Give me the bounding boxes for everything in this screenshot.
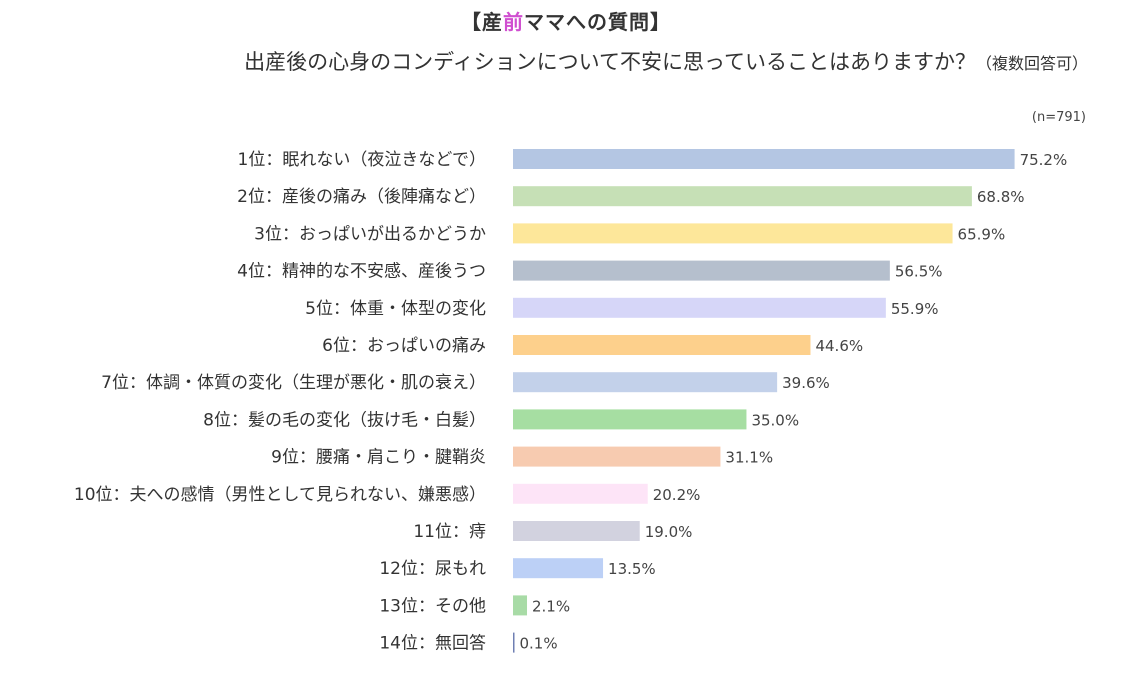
value-label: 0.1% [520, 635, 558, 653]
category-label: 8位：髪の毛の変化（抜け毛・白髪） [203, 410, 486, 430]
chart-question-note: （複数回答可） [975, 54, 1088, 73]
value-label: 44.6% [815, 337, 863, 355]
category-label: 3位：おっぱいが出るかどうか [254, 224, 486, 244]
chart-title-accent: 前 [503, 10, 524, 34]
bar [513, 335, 811, 355]
category-label: 12位：尿もれ [379, 559, 486, 579]
category-label: 9位：腰痛・肩こり・腱鞘炎 [271, 448, 486, 468]
chart-subtitle: 出産後の心身のコンディションについて不安に思っていることはありますか？（複数回答… [244, 46, 1088, 76]
bar [513, 372, 778, 393]
category-label: 6位：おっぱいの痛み [322, 336, 486, 356]
bar [513, 558, 604, 579]
value-label: 65.9% [958, 225, 1006, 243]
category-label: 4位：精神的な不安感、産後うつ [237, 262, 486, 282]
bar [513, 521, 640, 541]
bar [513, 595, 528, 616]
value-label: 39.6% [782, 374, 830, 392]
chart-title: 【産前ママへの質問】 [0, 6, 1132, 35]
category-label: 13位：その他 [379, 596, 486, 616]
chart-title-close: ママへの質問】 [524, 10, 671, 34]
category-label: 14位：無回答 [379, 634, 486, 654]
value-label: 20.2% [653, 486, 701, 504]
value-label: 2.1% [532, 597, 570, 615]
bar [513, 186, 972, 207]
value-label: 56.5% [895, 263, 943, 281]
category-label: 11位：痔 [413, 522, 486, 542]
bar [513, 260, 890, 281]
value-label: 75.2% [1020, 151, 1068, 169]
category-label: 1位：眠れない（夜泣きなどで） [238, 150, 486, 170]
chart-title-open: 【産 [461, 10, 503, 34]
category-label: 5位：体重・体型の変化 [305, 299, 486, 319]
value-label: 55.9% [891, 300, 939, 318]
value-label: 35.0% [751, 411, 799, 429]
value-label: 31.1% [725, 449, 773, 467]
category-label: 7位：体調・体質の変化（生理が悪化・肌の衰え） [101, 373, 486, 393]
bar [513, 409, 747, 430]
value-label: 68.8% [977, 188, 1025, 206]
value-label: 13.5% [608, 560, 656, 578]
bar [513, 149, 1015, 169]
bar [513, 483, 648, 504]
chart-question: 出産後の心身のコンディションについて不安に思っていることはありますか？ [244, 50, 976, 74]
bar [513, 297, 886, 318]
value-label: 19.0% [645, 523, 693, 541]
category-label: 10位：夫への感情（男性として見られない、嫌悪感） [74, 485, 486, 505]
bar [513, 446, 721, 467]
bar [513, 632, 515, 653]
bar [513, 223, 953, 244]
category-label: 2位：産後の痛み（後陣痛など） [237, 187, 486, 207]
sample-size-label: (n=791) [1031, 110, 1086, 125]
